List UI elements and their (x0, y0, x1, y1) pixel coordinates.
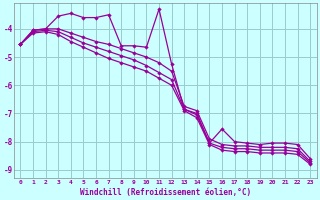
X-axis label: Windchill (Refroidissement éolien,°C): Windchill (Refroidissement éolien,°C) (80, 188, 251, 197)
